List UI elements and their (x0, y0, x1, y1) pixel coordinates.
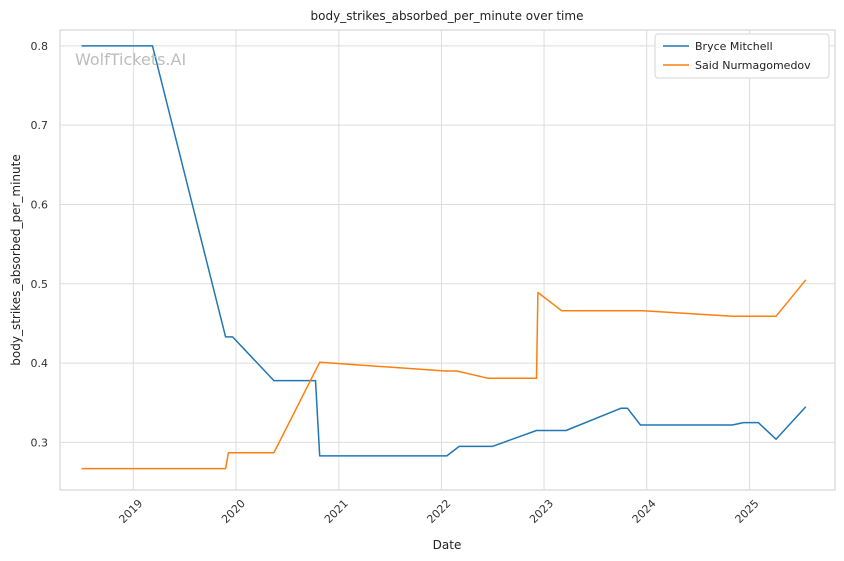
y-tick-label: 0.8 (31, 40, 49, 53)
y-tick-label: 0.4 (31, 357, 49, 370)
x-tick-label: 2022 (424, 497, 453, 526)
x-tick-label: 2020 (219, 497, 248, 526)
plot-area (59, 29, 836, 491)
series-line-said-nurmagomedov (81, 279, 807, 470)
x-tick-label: 2019 (116, 497, 145, 526)
y-tick-label: 0.3 (31, 436, 49, 449)
x-tick-label: 2024 (630, 497, 659, 526)
y-tick-label: 0.5 (31, 278, 49, 291)
y-tick-label: 0.7 (31, 119, 49, 132)
y-axis-label: body_strikes_absorbed_per_minute (9, 154, 23, 365)
series-line-bryce-mitchell (81, 45, 807, 457)
x-tick-label: 2025 (733, 497, 762, 526)
legend-label-bryce-mitchell: Bryce Mitchell (695, 40, 773, 53)
legend: Bryce Mitchell Said Nurmagomedov (654, 33, 830, 79)
series-layer (81, 45, 807, 470)
legend-label-said-nurmagomedov: Said Nurmagomedov (695, 59, 811, 72)
grid (60, 30, 835, 490)
legend-box (654, 33, 830, 79)
x-tick-label: 2021 (322, 497, 351, 526)
x-tick-label: 2023 (527, 497, 556, 526)
y-tick-label: 0.6 (31, 198, 49, 211)
watermark: WolfTickets.AI (75, 50, 186, 69)
x-axis-label: Date (433, 538, 462, 552)
chart-title: body_strikes_absorbed_per_minute over ti… (311, 9, 584, 23)
